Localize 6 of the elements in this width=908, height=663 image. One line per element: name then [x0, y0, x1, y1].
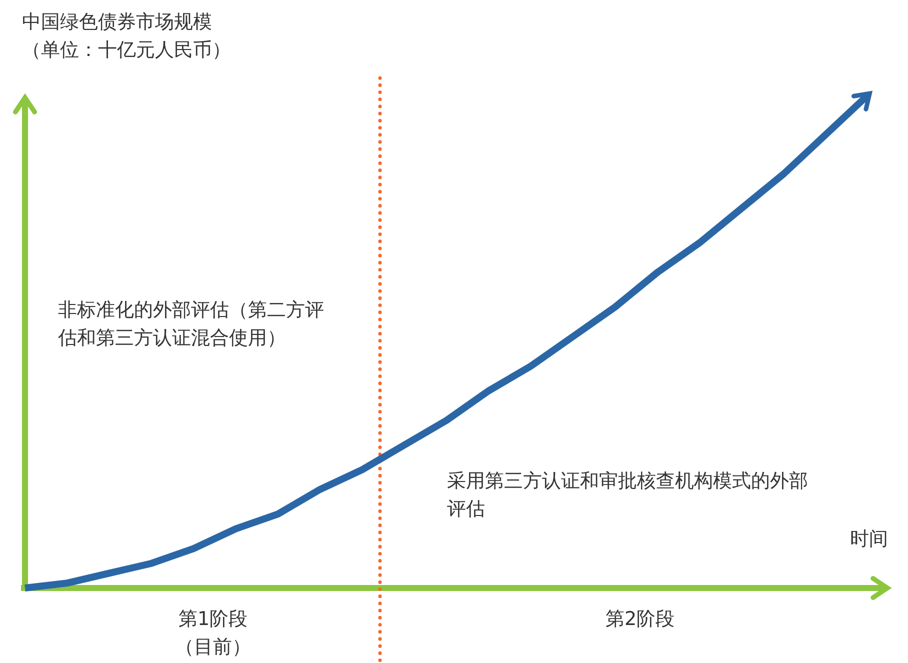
text: 第1阶段（目前） [175, 608, 251, 658]
text: 第2阶段 [605, 608, 675, 630]
annotation: 非标准化的外部评估（第二方评估和第三方认证混合使用） [57, 299, 324, 349]
x-axis-title: 时间 [850, 528, 888, 550]
annotation: 采用第三方认证和审批核查机构模式的外部评估 [447, 470, 808, 520]
y-axis-title: 中国绿色债券市场规模（单位：十亿元人民币） [22, 11, 231, 61]
